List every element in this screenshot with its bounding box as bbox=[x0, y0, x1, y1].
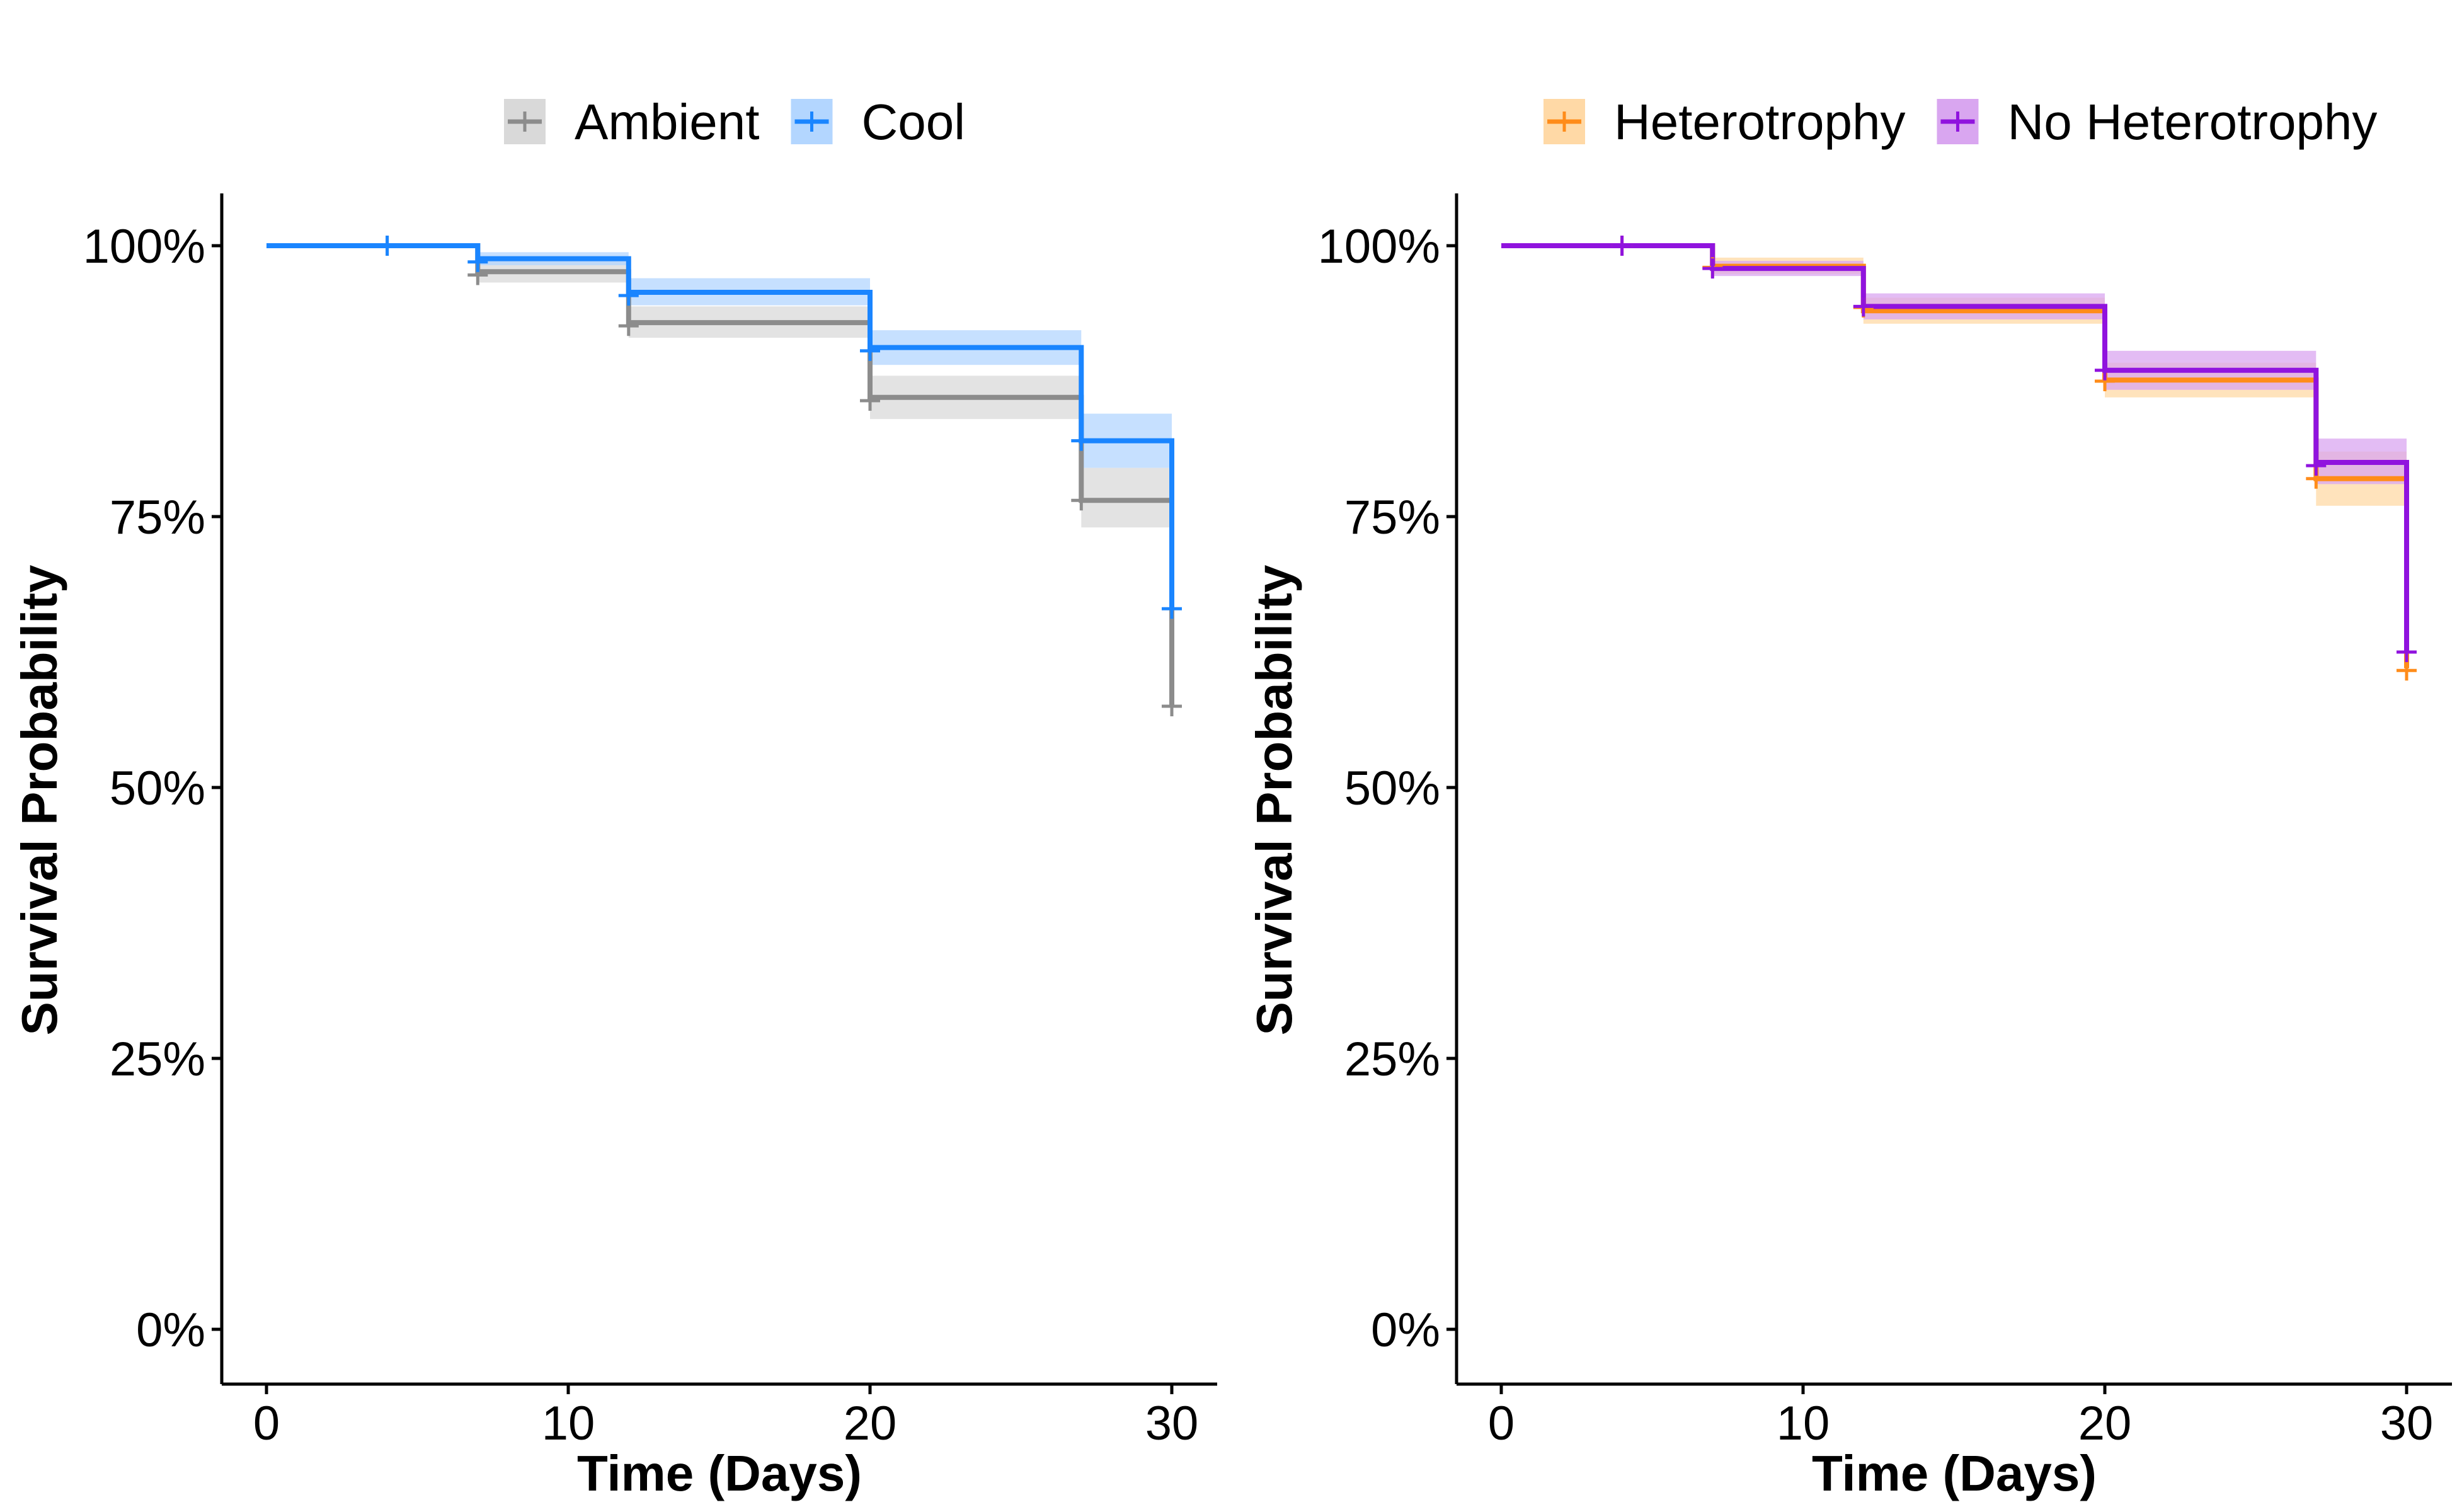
x-tick-label: 30 bbox=[1145, 1397, 1199, 1450]
legend-item: Ambient bbox=[504, 94, 759, 150]
censor-mark bbox=[1612, 236, 1632, 256]
censor-mark bbox=[1071, 490, 1092, 511]
chart-panel-right: 0% 25% 50% 75% 100% 0 10 20 30 Heterotrophy No He… bbox=[1246, 94, 2452, 1501]
censor-mark bbox=[1162, 598, 1182, 619]
x-axis-title: Time (Days) bbox=[1812, 1445, 2097, 1501]
axes: 0% 25% 50% 75% 100% 0 10 20 30 bbox=[83, 193, 1217, 1450]
x-tick-label: 10 bbox=[1777, 1397, 1830, 1450]
x-axis-title: Time (Days) bbox=[577, 1445, 862, 1501]
chart-panel-left: 0% 25% 50% 75% 100% 0 10 20 30 Ambient Cool Time … bbox=[11, 94, 1217, 1501]
y-tick-label: 0% bbox=[1371, 1303, 1440, 1357]
censor-mark bbox=[860, 340, 880, 361]
confidence-band bbox=[1081, 467, 1172, 528]
y-tick-label: 50% bbox=[1344, 762, 1440, 815]
x-tick-label: 0 bbox=[1488, 1397, 1515, 1450]
x-tick-label: 30 bbox=[2380, 1397, 2434, 1450]
y-tick-label: 100% bbox=[83, 220, 205, 273]
censor-mark bbox=[467, 251, 488, 272]
censor-mark bbox=[1853, 296, 1874, 317]
censor-mark bbox=[1162, 696, 1182, 716]
censor-mark bbox=[860, 390, 880, 411]
censor-mark bbox=[377, 236, 398, 256]
x-tick-label: 0 bbox=[253, 1397, 280, 1450]
axes: 0% 25% 50% 75% 100% 0 10 20 30 bbox=[1318, 193, 2452, 1450]
legend: Ambient Cool bbox=[504, 94, 965, 150]
legend-item: Heterotrophy bbox=[1544, 94, 1905, 150]
censor-mark bbox=[1702, 258, 1723, 279]
censor-mark bbox=[2397, 642, 2417, 662]
legend-item: Cool bbox=[791, 94, 965, 150]
y-tick-label: 100% bbox=[1318, 220, 1440, 273]
legend-label: Cool bbox=[861, 94, 965, 150]
y-tick-label: 25% bbox=[110, 1033, 205, 1086]
censor-mark bbox=[2397, 660, 2417, 681]
legend-label: No Heterotrophy bbox=[2007, 94, 2377, 150]
x-tick-label: 20 bbox=[844, 1397, 897, 1450]
y-tick-label: 75% bbox=[1344, 491, 1440, 544]
legend-item: No Heterotrophy bbox=[1937, 94, 2377, 150]
censor-marks bbox=[377, 236, 1182, 716]
censor-mark bbox=[2306, 455, 2327, 476]
y-tick-label: 25% bbox=[1344, 1033, 1440, 1086]
censor-marks bbox=[1612, 236, 2417, 681]
y-axis-title: Survival Probability bbox=[1246, 564, 1302, 1035]
censor-mark bbox=[618, 285, 639, 306]
censor-mark bbox=[2095, 360, 2115, 381]
x-tick-label: 20 bbox=[2078, 1397, 2132, 1450]
censor-mark bbox=[618, 316, 639, 336]
y-tick-label: 0% bbox=[136, 1303, 205, 1357]
legend-label: Ambient bbox=[575, 94, 759, 150]
x-tick-label: 10 bbox=[542, 1397, 595, 1450]
y-tick-label: 50% bbox=[110, 762, 205, 815]
legend: Heterotrophy No Heterotrophy bbox=[1544, 94, 2377, 150]
y-axis-title: Survival Probability bbox=[11, 564, 67, 1035]
censor-mark bbox=[1071, 430, 1092, 451]
legend-label: Heterotrophy bbox=[1614, 94, 1905, 150]
y-tick-label: 75% bbox=[110, 491, 205, 544]
